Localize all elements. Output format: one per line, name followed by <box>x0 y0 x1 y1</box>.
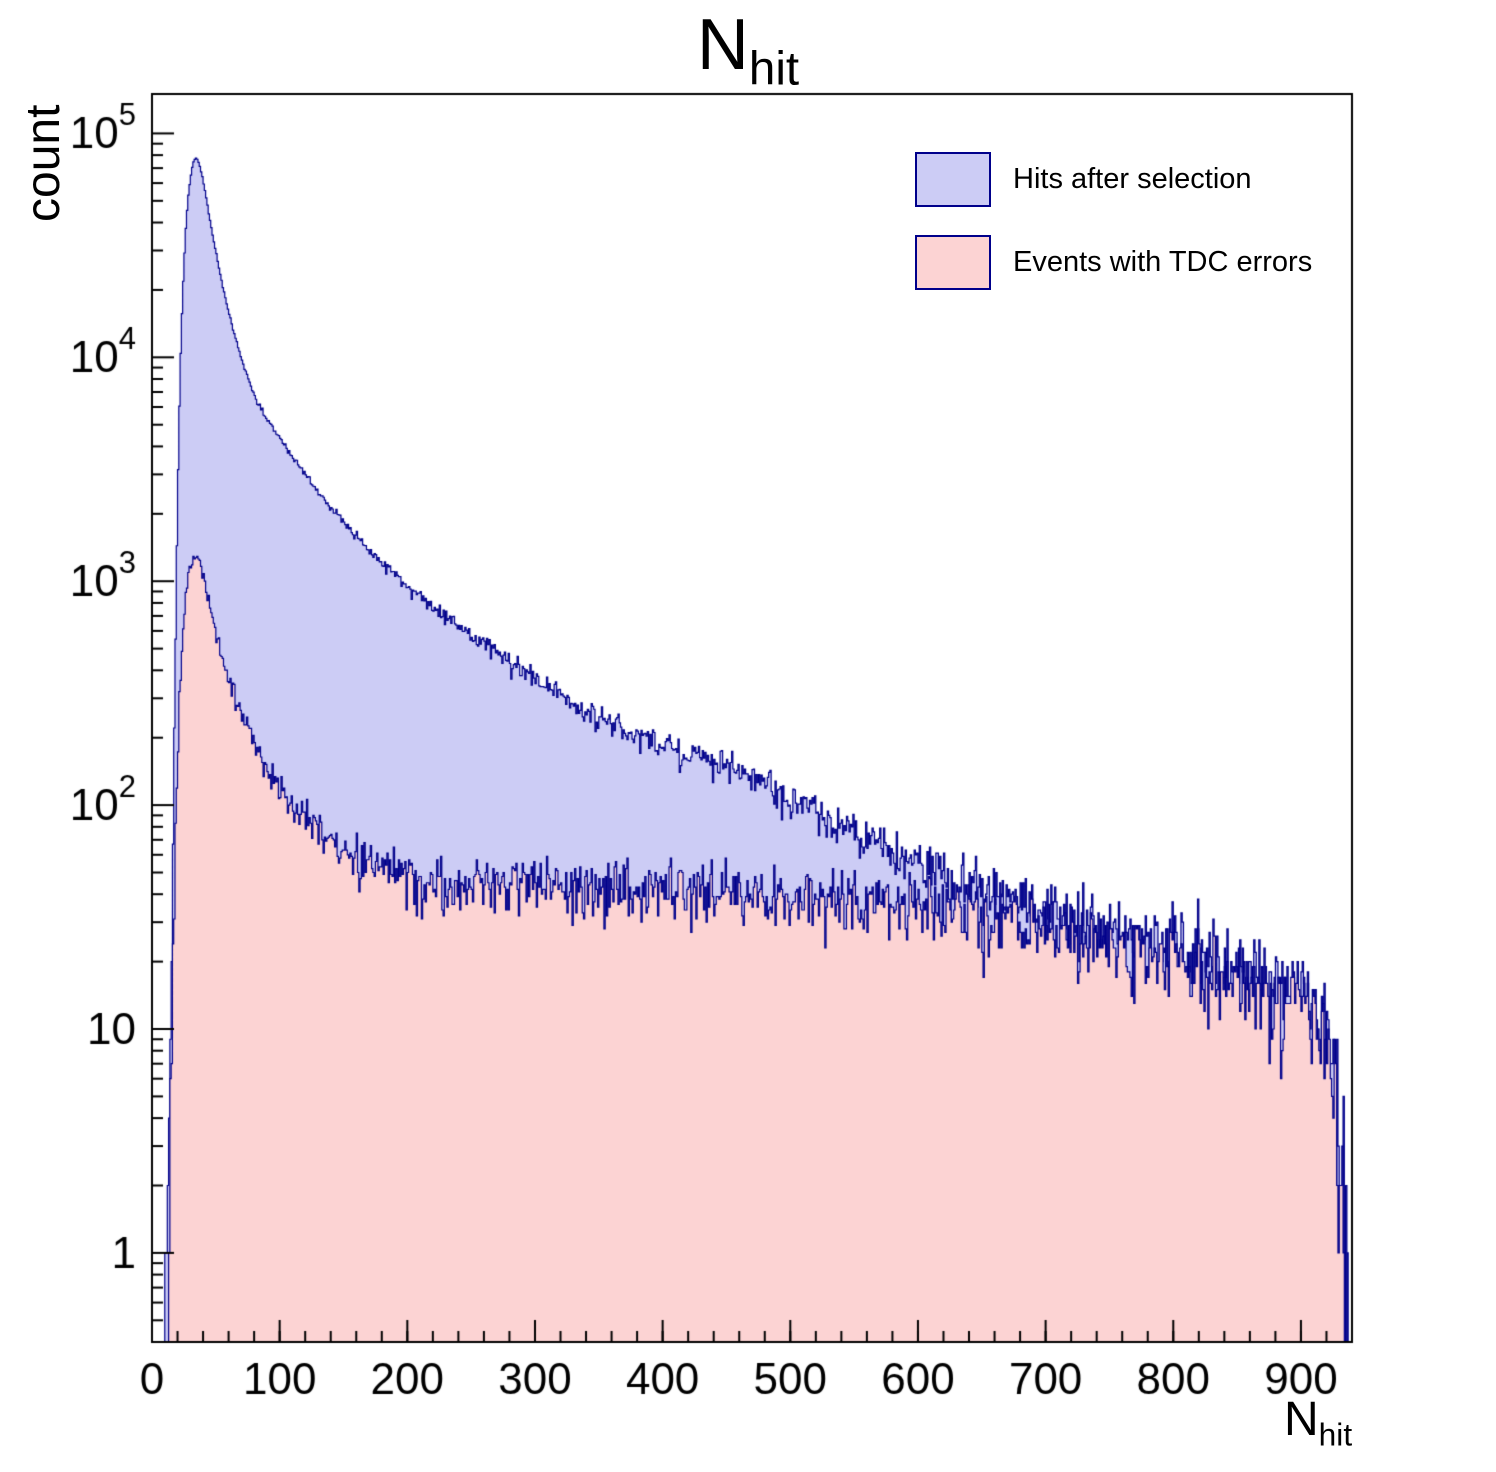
y-axis-title: count <box>17 104 70 222</box>
x-axis-title-sub: hit <box>1318 1416 1353 1453</box>
legend-label: Hits after selection <box>1013 163 1252 195</box>
chart-title-main: N <box>696 5 749 85</box>
x-axis-title-main: N <box>1284 1393 1319 1446</box>
legend-label: Events with TDC errors <box>1013 246 1313 278</box>
x-axis-title: Nhit <box>1284 1392 1352 1454</box>
legend-entry-hits-after-selection: Hits after selection <box>915 152 1312 207</box>
legend-entry-tdc-errors: Events with TDC errors <box>915 235 1312 290</box>
legend-swatch-blue <box>915 152 991 207</box>
chart-title: Nhit <box>0 4 1496 96</box>
chart-title-sub: hit <box>748 42 800 96</box>
legend: Hits after selection Events with TDC err… <box>915 152 1312 318</box>
legend-swatch-pink <box>915 235 991 290</box>
